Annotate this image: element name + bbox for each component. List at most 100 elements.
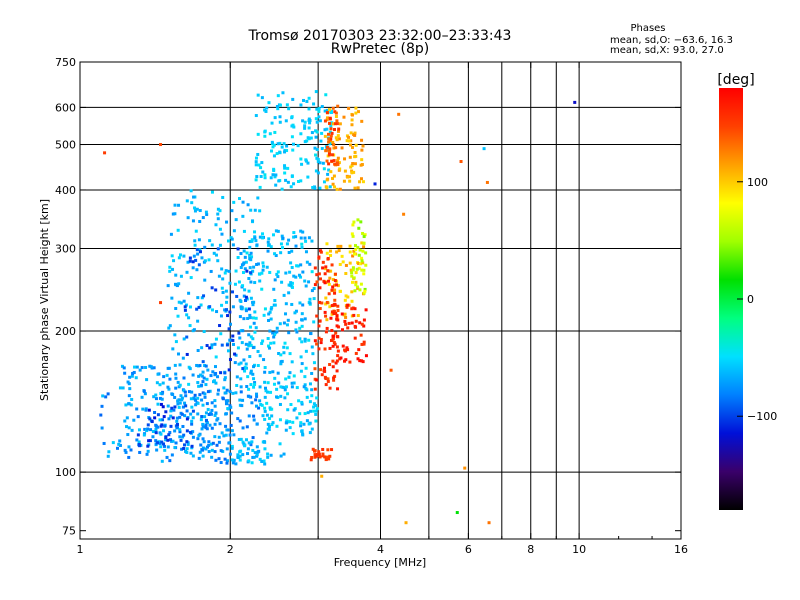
- data-point: [326, 269, 330, 273]
- data-point: [314, 403, 318, 407]
- data-point: [273, 303, 277, 307]
- data-point: [228, 310, 232, 314]
- data-point: [249, 369, 253, 373]
- data-point: [312, 102, 316, 106]
- data-point: [312, 320, 316, 324]
- data-point: [242, 229, 246, 233]
- data-point: [361, 360, 365, 364]
- data-point: [248, 240, 252, 244]
- data-point: [219, 314, 223, 318]
- data-point: [223, 457, 227, 461]
- data-point: [253, 230, 257, 234]
- data-point: [201, 448, 205, 452]
- data-point: [335, 314, 339, 318]
- data-point: [234, 462, 238, 466]
- data-point: [352, 170, 356, 174]
- data-point: [172, 408, 176, 412]
- data-point: [221, 290, 225, 294]
- data-point: [213, 365, 217, 369]
- data-point: [252, 365, 256, 369]
- data-point: [167, 387, 171, 391]
- data-point: [300, 400, 304, 404]
- data-point: [226, 349, 230, 353]
- data-point: [216, 388, 220, 392]
- data-point: [127, 394, 131, 398]
- data-point: [339, 244, 343, 248]
- data-point: [307, 117, 311, 121]
- data-point: [234, 353, 238, 357]
- data-point: [329, 134, 333, 138]
- data-point: [129, 448, 133, 452]
- data-point: [130, 428, 134, 432]
- data-point: [222, 434, 226, 438]
- data-point: [318, 277, 322, 281]
- data-point: [324, 302, 328, 306]
- data-point: [282, 321, 286, 325]
- data-point: [201, 216, 205, 220]
- data-point: [246, 375, 250, 379]
- data-point: [213, 422, 217, 426]
- data-point: [234, 391, 238, 395]
- data-point: [323, 119, 327, 123]
- data-point: [176, 314, 180, 318]
- data-point: [352, 249, 356, 253]
- data-point: [287, 107, 291, 111]
- data-point: [162, 444, 166, 448]
- data-point: [325, 326, 329, 330]
- data-point: [350, 232, 354, 236]
- data-point: [328, 147, 332, 151]
- data-point: [350, 123, 354, 127]
- data-point: [317, 336, 321, 340]
- data-point: [314, 90, 318, 94]
- data-point: [318, 186, 322, 190]
- data-point: [358, 248, 362, 252]
- data-point: [306, 411, 310, 415]
- data-point: [293, 311, 297, 315]
- data-point: [334, 361, 338, 365]
- data-point: [315, 452, 319, 456]
- data-point: [317, 109, 321, 113]
- data-point: [249, 208, 253, 212]
- data-point: [307, 126, 311, 130]
- data-point: [203, 364, 207, 368]
- data-point: [313, 146, 317, 150]
- data-point: [261, 268, 265, 272]
- data-point: [336, 387, 340, 391]
- data-point: [231, 338, 235, 342]
- data-point: [308, 262, 312, 266]
- colorbar-tick-label: −100: [747, 410, 777, 423]
- data-point: [333, 272, 337, 276]
- data-point: [191, 430, 195, 434]
- data-point: [220, 286, 224, 290]
- data-point: [322, 369, 326, 373]
- data-point: [256, 132, 260, 136]
- data-point: [362, 241, 366, 245]
- data-point: [351, 266, 355, 270]
- data-point: [330, 310, 334, 314]
- data-point: [162, 415, 166, 419]
- data-point: [121, 386, 125, 390]
- data-point: [251, 448, 255, 452]
- data-point: [285, 323, 289, 327]
- data-point: [183, 443, 187, 447]
- data-point: [218, 209, 222, 213]
- data-point: [273, 331, 277, 335]
- data-point: [193, 209, 197, 213]
- data-point: [208, 423, 212, 427]
- data-point: [251, 337, 255, 341]
- data-point: [343, 348, 347, 352]
- data-point: [253, 310, 257, 314]
- data-point: [280, 187, 284, 191]
- data-point: [324, 383, 328, 387]
- data-point: [202, 440, 206, 444]
- data-point: [261, 414, 265, 418]
- data-point: [204, 364, 208, 368]
- data-point: [262, 358, 266, 362]
- data-point: [251, 436, 255, 440]
- data-point: [160, 459, 164, 463]
- data-point: [347, 106, 351, 110]
- data-point: [246, 343, 250, 347]
- data-point: [280, 359, 284, 363]
- data-point: [348, 155, 352, 159]
- data-point: [218, 243, 222, 247]
